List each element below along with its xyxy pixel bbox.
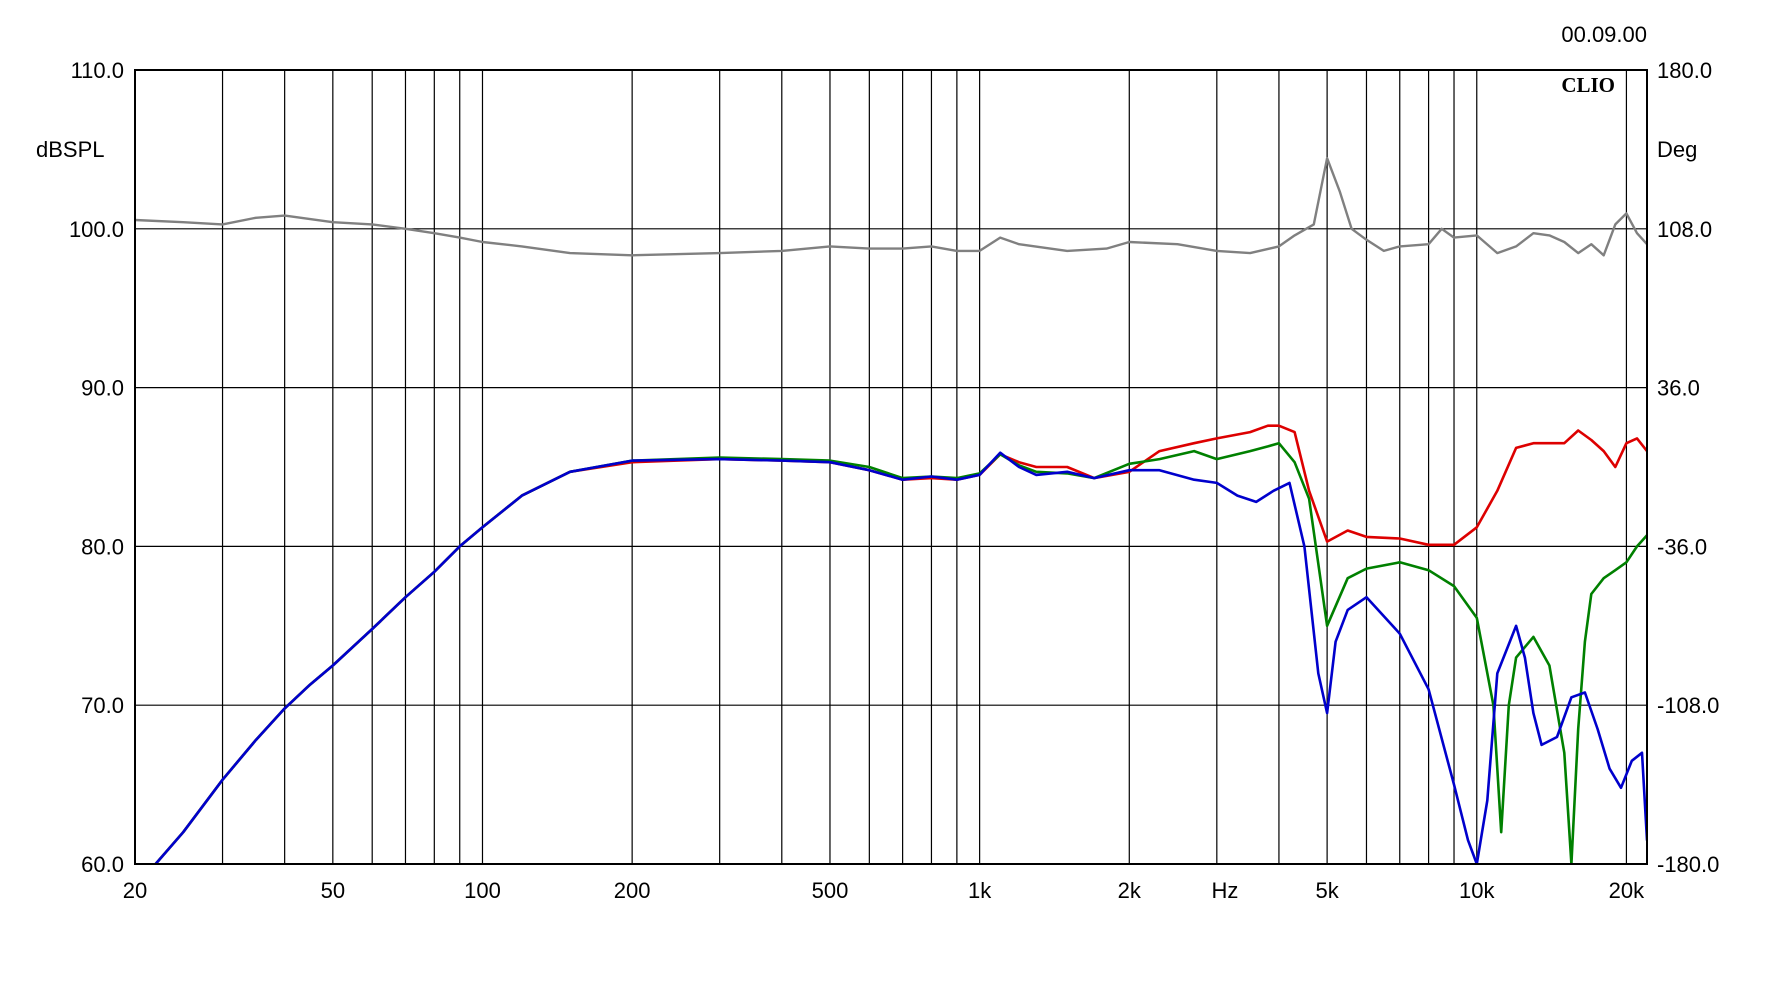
- plot-frame: [134, 69, 1648, 865]
- y-tick-label: 70.0: [81, 693, 124, 718]
- y-tick-label: 90.0: [81, 376, 124, 401]
- y2-tick-label: -180.0: [1657, 852, 1719, 877]
- x-tick-label: 200: [614, 878, 651, 903]
- x-tick-label: 20: [123, 878, 147, 903]
- y-axis-label: dBSPL: [36, 137, 105, 162]
- x-tick-label: 10k: [1459, 878, 1495, 903]
- y2-tick-label: 180.0: [1657, 58, 1712, 83]
- x-axis-label: Hz: [1212, 878, 1239, 903]
- y2-axis-label: Deg: [1657, 137, 1697, 162]
- y-tick-label: 110.0: [71, 58, 124, 83]
- phase-curve: [135, 156, 1647, 257]
- x-tick-label: 100: [464, 878, 501, 903]
- y2-tick-label: -108.0: [1657, 693, 1719, 718]
- y-tick-label: 80.0: [81, 534, 124, 559]
- tick-labels: 110.0 100.0 90.0 80.0 70.0 60.0 180.0 108.0 36.0…: [69, 58, 1719, 903]
- x-tick-label: 50: [321, 878, 345, 903]
- green-response-curve: [154, 441, 1647, 864]
- x-tick-label: 500: [812, 878, 849, 903]
- series-lines: [135, 156, 1647, 864]
- x-tick-label: 2k: [1118, 878, 1142, 903]
- blue-response-curve: [154, 451, 1647, 864]
- x-tick-label: 5k: [1315, 878, 1339, 903]
- grid-lines: [135, 69, 1647, 865]
- timestamp-label: 00.09.00: [1561, 22, 1647, 47]
- x-tick-label: 20k: [1609, 878, 1645, 903]
- clio-logo: CLIO: [1561, 73, 1615, 97]
- y2-tick-label: -36.0: [1657, 534, 1707, 559]
- x-tick-label: 1k: [968, 878, 992, 903]
- y-tick-label: 100.0: [69, 217, 124, 242]
- y2-tick-label: 36.0: [1657, 376, 1700, 401]
- red-response-curve: [154, 424, 1647, 864]
- y2-tick-label: 108.0: [1657, 217, 1712, 242]
- y-tick-label: 60.0: [81, 852, 124, 877]
